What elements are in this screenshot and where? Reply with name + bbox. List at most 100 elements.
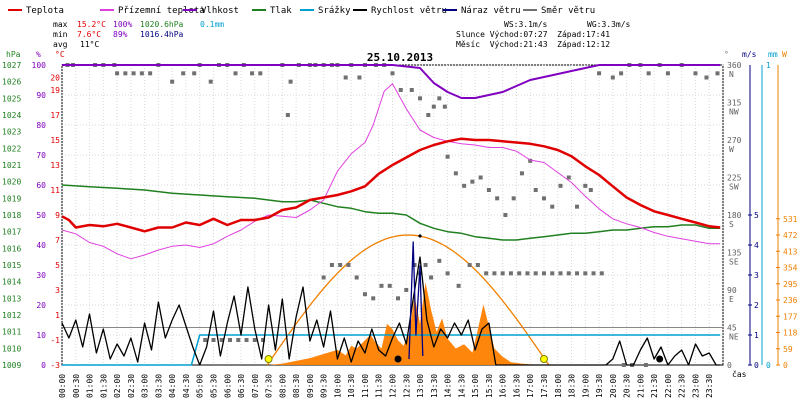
stat-min-label: min bbox=[53, 30, 68, 39]
tick-time: 23:00 bbox=[691, 374, 700, 398]
tick-time: 09:30 bbox=[320, 374, 329, 398]
tick-time: 23:30 bbox=[705, 374, 714, 398]
tick-hpa: 1015 bbox=[2, 261, 21, 270]
moon-info: Měsíc Východ:21:43 Západ:12:12 bbox=[456, 40, 610, 49]
wind-direction-point bbox=[533, 188, 538, 192]
tick-hpa: 1010 bbox=[2, 344, 21, 353]
tick-ms: 5 bbox=[754, 211, 759, 220]
tick-direction: 315 bbox=[727, 99, 742, 108]
tick-hpa: 1026 bbox=[2, 78, 21, 87]
wind-direction-point bbox=[442, 104, 447, 109]
tick-time: 18:30 bbox=[568, 374, 577, 398]
wind-direction-point bbox=[338, 263, 343, 267]
tick-celsius: 3 bbox=[55, 286, 60, 295]
wind-direction-point bbox=[484, 271, 489, 276]
wind-direction-point bbox=[329, 263, 334, 267]
tick-time: 17:00 bbox=[526, 374, 535, 398]
tick-hpa: 1027 bbox=[2, 61, 21, 70]
wind-direction-point bbox=[492, 271, 497, 276]
wind-direction-point bbox=[362, 292, 367, 297]
tick-time: 00:30 bbox=[72, 374, 81, 398]
tick-percent: 80 bbox=[36, 121, 46, 130]
tick-time: 16:00 bbox=[499, 374, 508, 398]
tick-hpa: 1012 bbox=[2, 311, 21, 320]
wind-direction-point bbox=[404, 288, 409, 292]
chart-title: 25.10.2013 bbox=[367, 51, 433, 64]
tick-percent: 20 bbox=[36, 301, 46, 310]
wind-direction-point bbox=[379, 283, 384, 288]
tick-time: 17:30 bbox=[540, 374, 549, 398]
legend-label: Srážky bbox=[318, 6, 351, 16]
tick-time: 20:30 bbox=[623, 374, 632, 398]
wind-direction-point bbox=[139, 71, 144, 76]
wind-gust-info: WG:3.3m/s bbox=[587, 20, 631, 29]
tick-direction-code: N bbox=[729, 70, 734, 79]
moon-marker bbox=[394, 355, 402, 363]
tick-time: 13:30 bbox=[430, 374, 439, 398]
tick-direction-code: W bbox=[729, 145, 734, 154]
tick-mm: 1 bbox=[766, 61, 771, 70]
legend-label: Vlhkost bbox=[201, 6, 239, 16]
tick-ms: 1 bbox=[754, 331, 759, 340]
stat-max-rain: 0.1mm bbox=[200, 20, 224, 29]
wind-direction-point bbox=[558, 271, 563, 276]
wind-direction-point bbox=[398, 88, 403, 92]
tick-time: 15:30 bbox=[485, 374, 494, 398]
tick-time: 03:00 bbox=[141, 374, 150, 398]
wind-direction-point bbox=[346, 263, 351, 267]
tick-ms: 0 bbox=[754, 361, 759, 370]
tick-celsius: -1 bbox=[50, 336, 60, 345]
tick-time: 06:30 bbox=[237, 374, 246, 398]
tick-time: 11:00 bbox=[361, 374, 370, 398]
wind-direction-point bbox=[181, 71, 186, 76]
tick-time: 06:00 bbox=[223, 374, 232, 398]
tick-direction-code: S bbox=[729, 220, 734, 229]
tick-watts: 59 bbox=[783, 345, 793, 354]
tick-time: 05:00 bbox=[196, 374, 205, 398]
wind-direction-point bbox=[665, 71, 670, 76]
tick-ms: 2 bbox=[754, 301, 759, 310]
wind-direction-point bbox=[478, 175, 483, 180]
series-temperature bbox=[61, 137, 721, 233]
tick-time: 18:00 bbox=[554, 374, 563, 398]
tick-watts: 236 bbox=[783, 296, 798, 305]
series-precipitation bbox=[62, 334, 721, 366]
wind-direction-point bbox=[693, 71, 698, 76]
tick-time: 16:30 bbox=[512, 374, 521, 398]
series-ground-temperature bbox=[61, 83, 721, 260]
wind-direction-point bbox=[409, 88, 414, 92]
tick-hpa: 1017 bbox=[2, 228, 21, 237]
wind-direction-point bbox=[211, 338, 216, 342]
tick-direction-code: NW bbox=[729, 108, 739, 117]
wind-direction-point bbox=[412, 263, 417, 267]
tick-time: 15:00 bbox=[471, 374, 480, 398]
axis-label-percent: % bbox=[36, 50, 41, 59]
tick-watts: 295 bbox=[783, 280, 798, 289]
tick-time: 08:00 bbox=[278, 374, 287, 398]
moon-small-marker bbox=[418, 234, 422, 238]
tick-hpa: 1019 bbox=[2, 194, 21, 203]
tick-time: 21:00 bbox=[636, 374, 645, 398]
wind-direction-point bbox=[208, 79, 213, 84]
wind-direction-point bbox=[517, 271, 522, 276]
wind-direction-point bbox=[437, 258, 442, 263]
tick-time: 08:30 bbox=[292, 374, 301, 398]
wind-direction-point bbox=[357, 75, 362, 80]
tick-time: 12:30 bbox=[402, 374, 411, 398]
tick-hpa: 1023 bbox=[2, 128, 21, 137]
wind-direction-point bbox=[390, 71, 395, 76]
tick-time: 14:00 bbox=[444, 374, 453, 398]
tick-hpa: 1021 bbox=[2, 161, 21, 170]
tick-celsius: 20 bbox=[50, 74, 60, 83]
wind-direction-point bbox=[437, 96, 442, 101]
wind-direction-point bbox=[426, 113, 431, 117]
tick-direction: 45 bbox=[727, 324, 737, 333]
tick-time: 22:00 bbox=[664, 374, 673, 398]
sun-info: Slunce Východ:07:27 Západ:17:41 bbox=[456, 30, 610, 39]
wind-direction-point bbox=[418, 96, 423, 101]
wind-direction-point bbox=[550, 204, 555, 209]
wind-direction-point bbox=[423, 263, 428, 267]
tick-percent: 30 bbox=[36, 271, 46, 280]
stat-avg-label: avg bbox=[53, 40, 68, 49]
